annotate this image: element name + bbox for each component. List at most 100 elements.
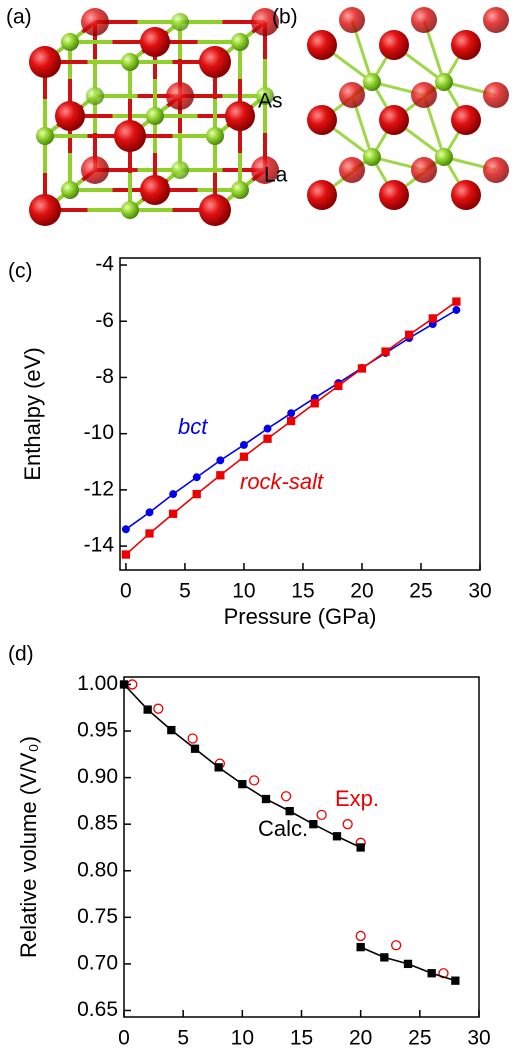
- as-atom: [146, 107, 164, 125]
- la-atom: [251, 156, 279, 184]
- x-tick-label: 20: [349, 1027, 372, 1048]
- data-point: [334, 381, 343, 391]
- as-atom: [256, 87, 274, 105]
- la-atom: [411, 157, 437, 183]
- as-atom: [171, 161, 189, 179]
- atom-label: As: [258, 90, 283, 113]
- as-atom: [61, 181, 79, 199]
- atom-label: La: [264, 164, 288, 187]
- data-point: [145, 508, 154, 517]
- series-label: bct: [178, 414, 208, 439]
- data-point: [405, 330, 414, 339]
- as-atom: [86, 87, 104, 105]
- data-point: [286, 416, 296, 426]
- data-point: [316, 809, 327, 821]
- data-point: [121, 525, 130, 534]
- la-atom: [451, 105, 481, 135]
- y-tick-label: -6: [95, 309, 114, 332]
- series-label: Calc.: [258, 816, 308, 841]
- x-tick-label: 25: [409, 580, 432, 603]
- data-point: [214, 763, 223, 772]
- y-tick-label: 0.65: [77, 998, 118, 1021]
- la-atom: [411, 7, 437, 33]
- y-axis-label: Enthalpy (eV): [20, 347, 45, 480]
- as-atom: [206, 127, 224, 145]
- structure-a: [29, 8, 279, 226]
- data-point: [451, 976, 460, 985]
- data-point: [452, 306, 461, 314]
- y-tick-label: 0.75: [77, 905, 118, 928]
- data-point: [239, 452, 249, 461]
- y-tick-label: 1.00: [77, 672, 118, 695]
- la-atom: [29, 46, 61, 78]
- y-tick-label: -14: [84, 534, 115, 557]
- data-point: [238, 779, 247, 789]
- data-point: [143, 705, 152, 714]
- panel-label: (a): [6, 6, 32, 29]
- data-point: [403, 959, 413, 969]
- x-tick-label: 5: [179, 580, 191, 603]
- y-tick-label: -12: [84, 477, 114, 500]
- data-point: [192, 473, 201, 482]
- la-atom: [379, 30, 409, 60]
- data-point: [280, 791, 292, 802]
- data-point: [357, 364, 367, 373]
- data-point: [192, 489, 201, 499]
- data-point: [452, 297, 461, 306]
- la-atom: [307, 105, 337, 135]
- la-atom: [199, 46, 231, 78]
- la-atom: [451, 180, 481, 210]
- y-tick-label: -4: [95, 253, 114, 276]
- data-point: [427, 969, 436, 978]
- la-atom: [55, 101, 85, 131]
- la-atom: [225, 101, 255, 131]
- as-atom: [121, 201, 139, 219]
- la-atom: [307, 30, 337, 60]
- data-point: [428, 314, 437, 323]
- la-atom: [379, 180, 409, 210]
- x-tick-label: 10: [232, 580, 255, 603]
- data-point: [216, 456, 225, 465]
- x-tick-label: 0: [118, 1027, 130, 1048]
- x-tick-label: 5: [177, 1027, 189, 1048]
- la-atom: [379, 105, 409, 135]
- data-point: [239, 440, 248, 449]
- data-point: [261, 794, 271, 804]
- x-tick-label: 0: [120, 580, 132, 603]
- data-point: [332, 832, 342, 841]
- y-axis-label: Relative volume (V/V₀): [16, 736, 41, 958]
- data-point: [168, 509, 178, 518]
- data-point: [285, 806, 294, 816]
- data-point: [310, 399, 319, 408]
- la-atom: [483, 7, 509, 33]
- la-atom: [140, 175, 170, 205]
- la-atom: [411, 82, 437, 108]
- y-tick-label: 0.85: [77, 812, 118, 835]
- data-point: [309, 820, 318, 829]
- plot-frame: [123, 676, 480, 1018]
- series-label: rock-salt: [240, 469, 324, 494]
- x-tick-label: 15: [291, 580, 314, 603]
- as-atom: [171, 13, 189, 31]
- y-tick-label: 0.90: [77, 765, 118, 788]
- data-point: [249, 775, 260, 786]
- y-tick-label: -8: [95, 365, 114, 388]
- data-point: [190, 744, 200, 753]
- structure-b: [307, 7, 509, 210]
- la-atom: [114, 120, 146, 152]
- data-point: [381, 347, 390, 356]
- y-tick-label: -10: [84, 421, 114, 444]
- plot-frame: [119, 257, 481, 571]
- la-atom: [483, 157, 509, 183]
- as-atom: [231, 181, 249, 199]
- data-point: [119, 680, 129, 689]
- la-atom: [339, 82, 365, 108]
- panel-label: (b): [272, 6, 298, 29]
- as-atom: [363, 73, 381, 91]
- data-point: [356, 942, 365, 952]
- x-tick-label: 20: [350, 580, 373, 603]
- data-point: [263, 434, 272, 443]
- y-tick-label: 0.80: [77, 858, 118, 881]
- data-point: [153, 703, 164, 714]
- as-atom: [435, 148, 453, 166]
